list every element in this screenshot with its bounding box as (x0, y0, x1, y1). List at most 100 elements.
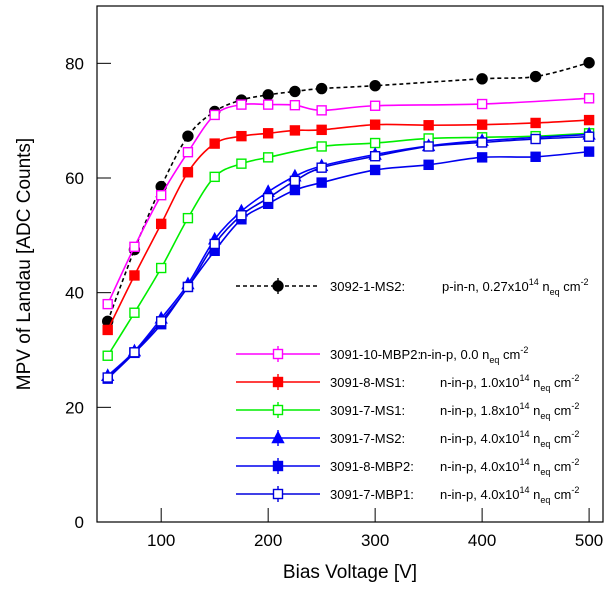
y-tick-label: 60 (65, 169, 84, 188)
legend-desc-part: -2 (571, 429, 579, 439)
legend-desc-part: n-in-p, 1.8x10 (440, 403, 520, 418)
point (209, 171, 220, 183)
legend-desc: n-in-p, 4.0x1014 neq cm-2 (440, 429, 579, 449)
series (102, 128, 595, 361)
legend-desc-part: cm (550, 459, 571, 474)
legend-desc-part: cm (550, 375, 571, 390)
y-tick-label: 80 (65, 54, 84, 73)
point (529, 70, 542, 83)
legend-name: 3091-7-MS1: (330, 403, 405, 418)
legend-desc-part: -2 (571, 457, 579, 467)
legend-desc-part: n-in-p, 1.0x10 (440, 375, 520, 390)
point (289, 85, 301, 98)
series (102, 114, 595, 336)
point (155, 262, 167, 274)
legend-desc-part: p-in-n, 0.27x10 (442, 279, 529, 294)
point (423, 159, 434, 171)
legend-desc: p-in-n, 0.27x1014 neq cm-2 (442, 277, 589, 297)
legend-entry: 3091-8-MBP2: n-in-p, 4.0x1014 neq cm-2 (236, 457, 579, 477)
series-line (107, 133, 590, 377)
legend-desc-part: n-in-p, 4.0x10 (440, 459, 520, 474)
point (369, 164, 381, 176)
point (583, 57, 595, 69)
point (155, 316, 167, 327)
point (209, 138, 220, 149)
point (182, 212, 194, 224)
point (316, 162, 327, 173)
legend-desc-part: cm (550, 487, 571, 502)
legend-desc-part: -2 (571, 373, 579, 383)
legend-desc-part: eq (540, 411, 550, 421)
legend-desc-part: cm (550, 431, 571, 446)
legend-name: 3091-8-MS1: (330, 375, 405, 390)
y-axis-label: MPV of Landau [ADC Counts] (14, 138, 35, 390)
legend-marker (272, 488, 284, 500)
point (236, 99, 247, 110)
point (129, 347, 140, 358)
legend-desc-part: n-in-p, 4.0x10 (440, 431, 520, 446)
point (369, 137, 381, 149)
legend-name: 3091-8-MBP2: (330, 459, 414, 474)
point (316, 141, 327, 152)
legend-desc: n-in-p, 0.0 neq cm-2 (420, 345, 528, 365)
point (423, 141, 434, 152)
legend-desc: n-in-p, 4.0x1014 neq cm-2 (440, 485, 579, 505)
point (182, 281, 194, 293)
legend-desc-part: cm (550, 403, 571, 418)
legend-marker (271, 430, 285, 444)
legend-marker (272, 348, 284, 360)
legend-entry: 3091-7-MS1: n-in-p, 1.8x1014 neq cm-2 (236, 401, 579, 421)
legend-desc-part: -2 (571, 485, 579, 495)
series (101, 126, 596, 381)
point (209, 238, 220, 250)
legend-marker (272, 404, 284, 416)
series-line (106, 97, 590, 305)
point (476, 152, 488, 163)
y-tick-label: 0 (75, 513, 84, 532)
point (583, 114, 595, 126)
point (583, 146, 595, 157)
legend-desc-part: n (539, 279, 550, 294)
point (155, 218, 167, 230)
legend-entry: 3091-7-MS2: n-in-p, 4.0x1014 neq cm-2 (236, 429, 579, 449)
legend-marker (272, 460, 284, 472)
y-tick-label: 40 (65, 284, 84, 303)
point (262, 99, 274, 110)
legend-desc-part: eq (540, 467, 550, 477)
point (476, 137, 488, 148)
legend-name: 3092-1-MS2: (330, 279, 405, 294)
legend-desc-part: n-in-p, 4.0x10 (440, 487, 520, 502)
legend-desc-part: -2 (581, 277, 589, 287)
point (262, 152, 274, 163)
point (262, 192, 274, 204)
legend-marker (272, 376, 284, 388)
point (289, 99, 301, 111)
legend-name: 3091-7-MBP1: (330, 487, 414, 502)
legend-entry: 3092-1-MS2: p-in-n, 0.27x1014 neq cm-2 (236, 277, 589, 297)
point (369, 100, 381, 111)
point (369, 119, 381, 130)
point (236, 158, 247, 169)
legend-name: 3091-7-MS2: (330, 431, 405, 446)
point (262, 89, 274, 101)
legend-desc-part: eq (489, 355, 499, 365)
point (289, 184, 301, 196)
point (182, 167, 194, 178)
legend-desc-part: eq (550, 287, 560, 297)
legend-entry: 3091-8-MS1: n-in-p, 1.0x1014 neq cm-2 (236, 373, 579, 393)
legend-desc-part: 14 (520, 457, 530, 467)
legend-desc-part: cm (499, 347, 520, 362)
legend-desc: n-in-p, 4.0x1014 neq cm-2 (440, 457, 579, 477)
point (316, 177, 327, 188)
point (262, 128, 274, 139)
point (583, 93, 595, 104)
point (476, 73, 488, 85)
point (129, 270, 140, 281)
x-axis-label: Bias Voltage [V] (283, 562, 417, 583)
point (369, 151, 381, 162)
point (316, 124, 327, 136)
point (476, 98, 488, 110)
point (129, 307, 140, 318)
legend-desc-part: n (530, 487, 541, 502)
point (102, 350, 113, 361)
